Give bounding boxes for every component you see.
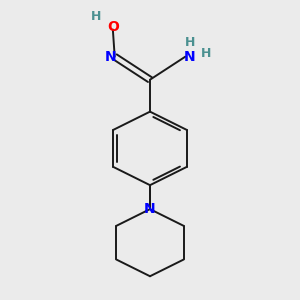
Text: N: N xyxy=(184,50,196,64)
Text: O: O xyxy=(107,20,119,34)
Text: H: H xyxy=(184,36,195,49)
Text: N: N xyxy=(144,202,156,216)
Text: N: N xyxy=(104,50,116,64)
Text: H: H xyxy=(200,47,211,60)
Text: H: H xyxy=(91,10,101,23)
